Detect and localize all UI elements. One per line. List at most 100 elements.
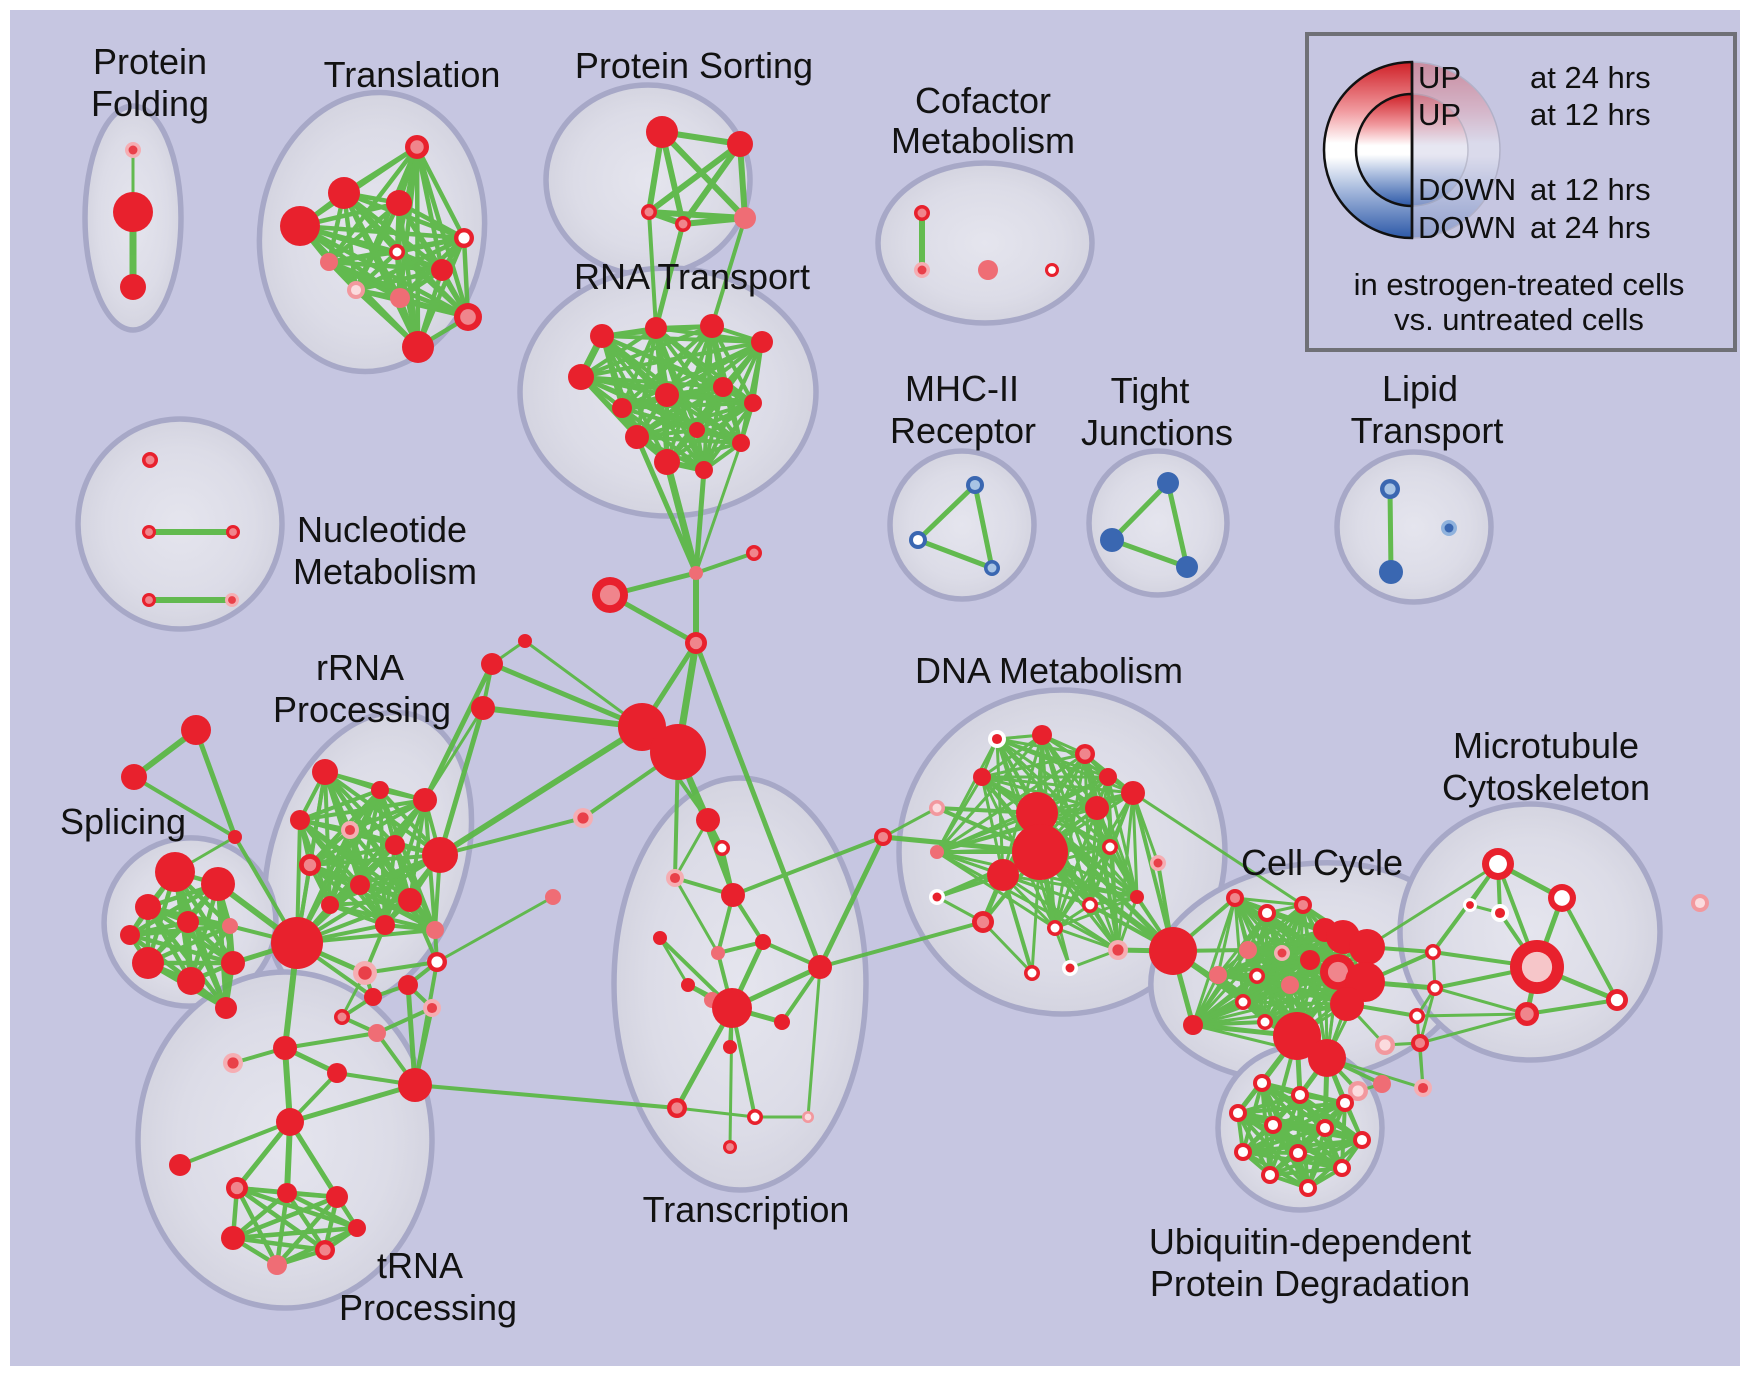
- network-edge: [437, 724, 645, 858]
- network-node: [228, 830, 242, 844]
- cluster-label: Metabolism: [292, 551, 478, 592]
- network-edge: [375, 1006, 434, 1035]
- network-node-core: [344, 824, 356, 836]
- network-node: [711, 946, 725, 960]
- network-node: [471, 696, 495, 720]
- module-ellipse-tj: [1086, 448, 1230, 598]
- network-node-core: [750, 1112, 760, 1122]
- network-edge: [215, 881, 229, 1011]
- network-edge: [1216, 951, 1284, 977]
- network-edge: [1191, 951, 1284, 1027]
- network-edge: [620, 324, 714, 410]
- network-node: [350, 875, 370, 895]
- network-node: [431, 259, 453, 281]
- cluster-label: DNA Metabolism: [914, 650, 1184, 691]
- network-node-core: [917, 208, 927, 218]
- cluster-mt: [1463, 848, 1709, 1026]
- network-edge: [274, 1190, 290, 1268]
- cluster-label: tRNA: [376, 1245, 464, 1286]
- network-edge: [693, 640, 823, 970]
- network-node-core: [749, 548, 759, 558]
- legend-box: UP at 24 hrs UP at 12 hrs DOWN at 12 hrs…: [1305, 32, 1737, 352]
- network-node: [177, 967, 205, 995]
- module-ellipse-mh: [887, 448, 1037, 602]
- legend-inner-left-half: [1354, 92, 1414, 208]
- network-edge: [326, 249, 400, 265]
- cluster-tg: [121, 715, 242, 844]
- network-node: [1176, 556, 1198, 578]
- network-node: [700, 314, 724, 338]
- network-node: [1300, 950, 1320, 970]
- network-node-core: [1302, 1182, 1314, 1194]
- cluster-ps: [641, 116, 756, 232]
- network-edge: [298, 788, 382, 822]
- network-node: [1239, 941, 1257, 959]
- network-node: [385, 835, 405, 855]
- network-node: [808, 955, 832, 979]
- network-node-core: [358, 966, 372, 980]
- module-ellipse-tx: [611, 775, 869, 1193]
- network-edge: [915, 482, 978, 543]
- network-edge: [693, 467, 707, 576]
- network-node: [169, 1154, 191, 1176]
- network-node: [273, 1036, 297, 1060]
- cluster-label: Splicing: [59, 801, 187, 842]
- network-edge: [806, 965, 822, 1119]
- network-node: [696, 808, 720, 832]
- cluster-label: Folding: [90, 83, 210, 124]
- network-node: [368, 1024, 386, 1042]
- cluster-tr: [280, 135, 482, 363]
- network-node: [155, 852, 195, 892]
- network-node: [654, 449, 680, 475]
- network-node-core: [1085, 900, 1095, 910]
- network-edge: [422, 661, 495, 803]
- network-edge: [358, 883, 437, 932]
- network-node: [518, 634, 532, 648]
- network-edge: [635, 401, 755, 439]
- network-node-core: [669, 872, 681, 884]
- network-edge: [579, 340, 764, 379]
- network-node-core: [1105, 842, 1115, 852]
- network-edge: [1191, 1020, 1267, 1027]
- network-node-core: [1352, 1085, 1364, 1097]
- network-node: [645, 317, 667, 339]
- legend-down-24-word: DOWN: [1418, 210, 1517, 245]
- network-node: [277, 1183, 297, 1203]
- network-node: [1373, 1075, 1391, 1093]
- network-edge: [1165, 480, 1190, 570]
- network-node-core: [1327, 961, 1349, 983]
- network-edge: [620, 406, 743, 445]
- network-edge: [1415, 1012, 1529, 1018]
- network-node-core: [1339, 1097, 1351, 1109]
- network-node: [364, 988, 382, 1006]
- network-edge: [1365, 862, 1500, 949]
- network-node: [568, 364, 594, 390]
- network-node-core: [1260, 1017, 1270, 1027]
- network-edge: [1525, 998, 1619, 1016]
- network-edge: [579, 324, 714, 379]
- network-node: [732, 434, 750, 452]
- cluster-label: Junctions: [1080, 412, 1234, 453]
- network-node-core: [1261, 907, 1273, 919]
- legend-up-24-time: at 24 hrs: [1530, 60, 1651, 95]
- network-edge: [308, 843, 397, 867]
- network-node-core: [1112, 944, 1124, 956]
- network-edge: [489, 661, 645, 730]
- network-edge: [1053, 791, 1135, 930]
- network-node-core: [976, 915, 990, 929]
- network-edge: [328, 898, 412, 907]
- network-node: [1281, 976, 1299, 994]
- network-node: [1149, 927, 1197, 975]
- network-edge: [980, 775, 1005, 877]
- network-node-core: [1297, 899, 1309, 911]
- network-node: [727, 131, 753, 157]
- network-edge: [915, 537, 995, 571]
- network-edge: [673, 876, 720, 955]
- network-node: [695, 461, 713, 479]
- legend-footer-line1: in estrogen-treated cells: [1353, 267, 1685, 302]
- network-node-core: [1294, 1089, 1306, 1101]
- network-node: [290, 810, 310, 830]
- network-node-core: [1356, 1134, 1368, 1146]
